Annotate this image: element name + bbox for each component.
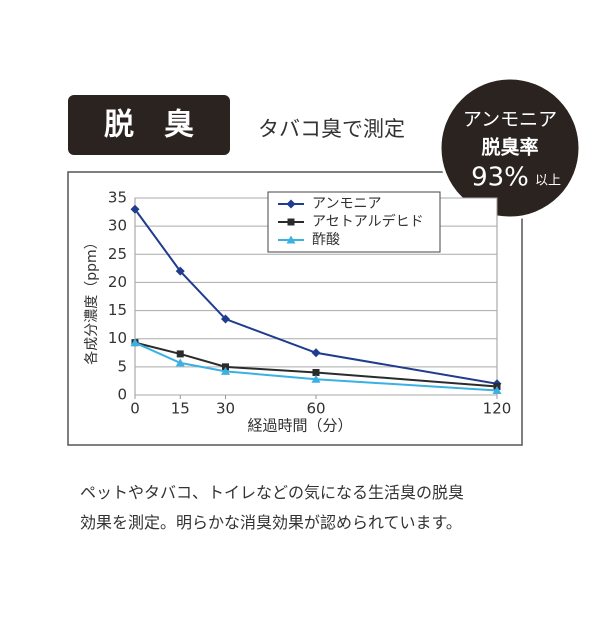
x-tick-label: 15 — [171, 400, 190, 418]
description-line: 効果を測定。明らかな消臭効果が認められています。 — [80, 513, 462, 532]
marker — [286, 235, 296, 244]
y-tick-label: 15 — [108, 301, 127, 319]
y-tick-label: 5 — [117, 357, 127, 375]
x-tick-label: 120 — [483, 400, 512, 418]
y-tick-label: 35 — [108, 189, 127, 207]
chart: 脱 臭 タバコ臭で測定 アンモニア 脱臭率 93% 以上 経過時間（分） 各成分… — [67, 76, 582, 446]
x-tick-label: 30 — [216, 400, 235, 418]
legend-label: アセトアルデヒド — [312, 213, 424, 230]
callout-circle — [438, 76, 582, 220]
marker — [130, 204, 140, 214]
marker — [312, 368, 320, 376]
x-axis-label: 経過時間（分） — [247, 417, 352, 435]
callout-line: アンモニア — [463, 109, 557, 131]
legend-label: アンモニア — [312, 196, 381, 212]
marker — [311, 348, 321, 358]
marker — [130, 338, 140, 347]
y-tick-label: 10 — [108, 329, 127, 347]
y-tick-label: 0 — [117, 386, 127, 404]
legend-label: 酢酸 — [312, 232, 340, 248]
marker — [176, 350, 184, 358]
marker — [221, 314, 230, 324]
callout-figure: 93% — [471, 163, 529, 193]
marker — [287, 218, 295, 226]
marker — [222, 363, 229, 371]
x-tick-label: 60 — [306, 400, 325, 418]
callout-line: 脱臭率 — [481, 136, 538, 159]
marker — [175, 266, 185, 276]
x-tick-label: 0 — [130, 400, 140, 418]
callout-suffix: 以上 — [535, 174, 561, 189]
marker — [311, 374, 321, 383]
y-tick-label: 20 — [108, 273, 127, 291]
badge — [68, 95, 230, 155]
marker — [175, 358, 185, 367]
marker — [221, 366, 230, 375]
y-tick-label: 30 — [108, 217, 127, 235]
subtitle: タバコ臭で測定 — [258, 117, 405, 141]
y-tick-label: 25 — [108, 245, 127, 263]
marker — [492, 385, 502, 394]
description: ペットやタバコ、トイレなどの気になる生活臭の脱臭 効果を測定。明らかな消臭効果が認… — [80, 478, 464, 538]
y-axis-label: 各成分濃度（ppm） — [84, 235, 100, 364]
marker — [286, 199, 296, 209]
description-line: ペットやタバコ、トイレなどの気になる生活臭の脱臭 — [80, 483, 465, 502]
badge-text: 脱 臭 — [104, 108, 194, 143]
